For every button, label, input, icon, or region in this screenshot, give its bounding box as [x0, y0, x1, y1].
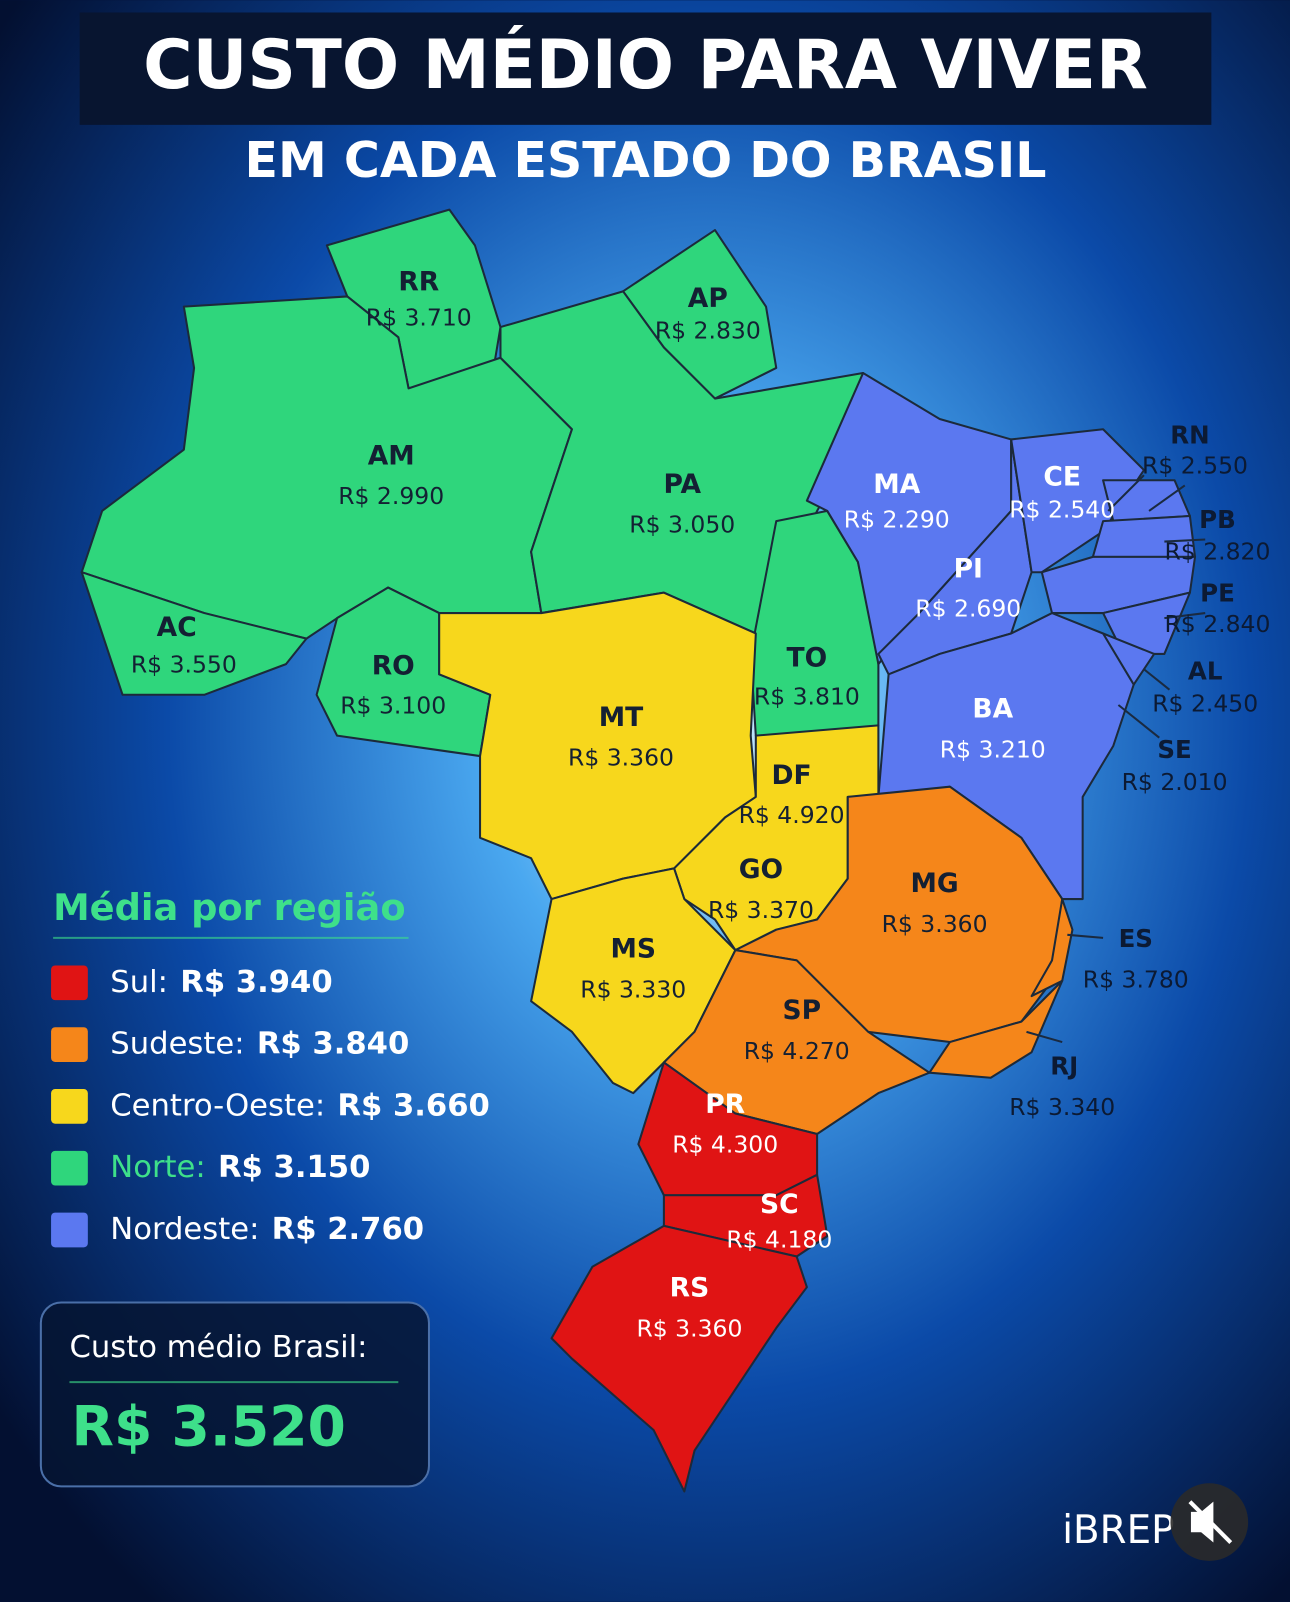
legend-value: R$ 3.150: [218, 1150, 370, 1185]
state-code: PB: [1199, 505, 1236, 534]
state-code: AL: [1188, 656, 1223, 685]
state-value: R$ 3.100: [340, 692, 446, 720]
state-code: SC: [760, 1189, 799, 1220]
state-code: MT: [599, 702, 644, 733]
state-value: R$ 2.830: [655, 317, 761, 345]
state-value: R$ 2.450: [1152, 689, 1258, 717]
state-value: R$ 2.550: [1142, 452, 1248, 480]
state-value: R$ 4.920: [739, 801, 845, 829]
state-code: SP: [782, 995, 821, 1026]
state-labels: RR R$ 3.710 AP R$ 2.830 AM R$ 2.990 PA R$ 3.050…: [131, 267, 1271, 1343]
legend-swatch: [51, 1089, 88, 1124]
state-value: R$ 2.010: [1122, 768, 1228, 796]
state-code: MA: [873, 469, 920, 500]
state-value: R$ 2.290: [844, 506, 950, 534]
state-code: BA: [972, 694, 1013, 725]
brazil-box: [39, 1301, 430, 1488]
legend-value: R$ 3.840: [257, 1026, 409, 1061]
state-code: AM: [368, 440, 415, 471]
state-value: R$ 3.210: [940, 735, 1046, 763]
legend-value: R$ 3.940: [180, 964, 332, 999]
state-value: R$ 3.550: [131, 651, 237, 679]
state-code: PR: [705, 1089, 745, 1120]
leader-lines: [1026, 474, 1206, 1044]
state-code: PE: [1200, 579, 1235, 608]
title-box: [79, 12, 1212, 125]
state-code: CE: [1043, 462, 1081, 493]
state-code: PA: [663, 469, 701, 500]
state-code: TO: [787, 643, 828, 674]
state-code: PI: [954, 554, 983, 585]
state-value: R$ 2.690: [915, 595, 1021, 623]
state-value: R$ 3.710: [366, 303, 472, 331]
state-value: R$ 3.360: [568, 744, 674, 772]
legend-swatch: [51, 1212, 88, 1248]
state-value: R$ 3.780: [1083, 965, 1189, 993]
state-code: RO: [372, 651, 415, 682]
state-value: R$ 2.540: [1009, 495, 1115, 523]
legend-region: Sul:: [110, 964, 168, 999]
state-value: R$ 3.810: [754, 682, 860, 710]
legend-entry: Sul: R$ 3.940: [110, 964, 332, 999]
state-value: R$ 4.270: [744, 1037, 850, 1065]
state-code: AP: [688, 283, 728, 314]
state-code: RJ: [1050, 1052, 1078, 1081]
state-code: ES: [1119, 924, 1153, 953]
legend-swatch: [51, 1027, 88, 1062]
legend: Média por região Sul: R$ 3.940 Sudeste: R$ …: [51, 886, 490, 1248]
state-code: RN: [1170, 420, 1209, 449]
legend-region: Sudeste:: [110, 1026, 244, 1061]
mute-button[interactable]: [1170, 1483, 1249, 1561]
legend-swatch: [51, 1150, 88, 1186]
state-value: R$ 3.050: [629, 511, 735, 539]
state-code: RR: [398, 267, 439, 298]
source: iBREP: [1062, 1508, 1174, 1553]
legend-region: Norte:: [110, 1150, 205, 1185]
legend-entry: Nordeste: R$ 2.760: [110, 1211, 424, 1246]
mute-slash: [1188, 1500, 1233, 1544]
state-code: DF: [771, 760, 811, 791]
state-value: R$ 4.180: [726, 1226, 832, 1254]
state-value: R$ 2.990: [338, 482, 444, 510]
state-code: RS: [670, 1273, 710, 1304]
legend-entry: Centro-Oeste: R$ 3.660: [110, 1088, 490, 1123]
state-code: GO: [739, 854, 783, 885]
legend-value: R$ 3.660: [337, 1088, 489, 1123]
legend-value: R$ 2.760: [272, 1211, 424, 1246]
state-code: SE: [1157, 735, 1191, 764]
legend-region: Nordeste:: [110, 1211, 259, 1246]
state-code: MS: [610, 934, 656, 965]
state-value: R$ 3.360: [636, 1315, 742, 1343]
title: CUSTO MÉDIO PARA VIVER: [143, 25, 1148, 104]
brazil-value: R$ 3.520: [71, 1395, 345, 1459]
legend-title: Média por região: [53, 886, 405, 929]
state-value: R$ 3.370: [708, 896, 814, 924]
map: [80, 208, 1197, 1493]
state-value: R$ 3.330: [580, 975, 686, 1003]
state-value: R$ 3.360: [882, 910, 988, 938]
state-code: AC: [157, 612, 197, 643]
legend-region: Centro-Oeste:: [110, 1088, 325, 1123]
subtitle: EM CADA ESTADO DO BRASIL: [245, 131, 1047, 189]
state-value: R$ 3.340: [1009, 1093, 1115, 1121]
legend-entry: Sudeste: R$ 3.840: [110, 1026, 409, 1061]
brazil-label: Custo médio Brasil:: [69, 1330, 367, 1365]
legend-entry: Norte: R$ 3.150: [110, 1150, 370, 1185]
state-value: R$ 4.300: [672, 1131, 778, 1159]
state-value: R$ 2.840: [1164, 610, 1270, 638]
state-code: MG: [910, 868, 958, 899]
state-value: R$ 2.820: [1164, 537, 1270, 565]
legend-swatch: [51, 965, 88, 1001]
